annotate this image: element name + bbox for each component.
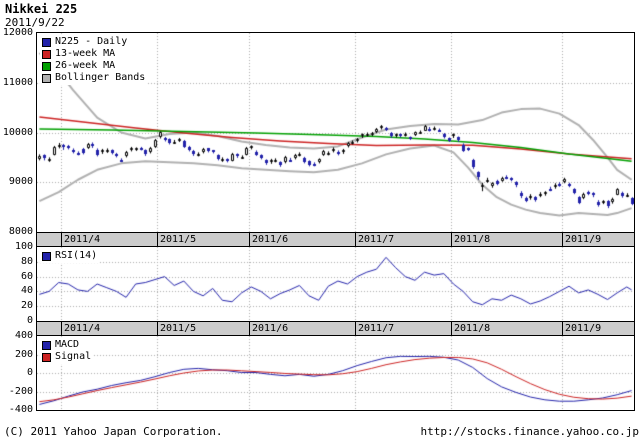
- page-title: Nikkei 225: [5, 2, 78, 16]
- y-axis-label: 12000: [2, 27, 33, 38]
- legend-item: RSI(14): [42, 250, 97, 262]
- x-axis-band-upper: 2011/4 2011/5 2011/6 2011/7 2011/8 2011/9: [36, 233, 635, 246]
- month-label: 2011/9: [565, 234, 602, 245]
- y-axis-label: 40: [20, 285, 33, 297]
- legend-item: Bollinger Bands: [42, 72, 145, 84]
- copyright-text: (C) 2011 Yahoo Japan Corporation.: [4, 425, 223, 438]
- y-axis-label: 0: [26, 315, 33, 326]
- month-label: 2011/4: [64, 323, 101, 334]
- month-tick: [61, 322, 62, 335]
- month-label: 2011/4: [64, 234, 101, 245]
- month-tick: [355, 322, 356, 335]
- macd-chart-canvas: [37, 336, 634, 410]
- y-axis-label: 400: [14, 330, 33, 341]
- legend-label: 13-week MA: [55, 48, 116, 59]
- legend-item: 13-week MA: [42, 48, 145, 60]
- legend-swatch-icon: [42, 37, 51, 47]
- legend-item: MACD: [42, 339, 91, 351]
- y-axis-label: -400: [8, 404, 33, 415]
- month-tick: [451, 322, 452, 335]
- y-axis-label: 200: [14, 348, 33, 360]
- y-axis-label: 20: [20, 300, 33, 312]
- y-axis-label: 11000: [2, 76, 33, 88]
- y-axis-label: 9000: [8, 176, 33, 188]
- month-label: 2011/8: [454, 234, 491, 245]
- y-axis-label: -200: [8, 385, 33, 397]
- legend-label: 26-week MA: [55, 60, 116, 71]
- month-label: 2011/7: [358, 234, 395, 245]
- month-label: 2011/5: [160, 323, 197, 334]
- legend-label: Signal: [55, 351, 92, 362]
- month-tick: [61, 233, 62, 246]
- legend-swatch-icon: [42, 340, 51, 350]
- legend-label: RSI(14): [55, 250, 98, 261]
- rsi-chart-legend: RSI(14): [40, 249, 100, 263]
- month-tick: [249, 233, 250, 246]
- legend-label: MACD: [55, 339, 80, 350]
- month-tick: [451, 233, 452, 246]
- quote-date: 2011/9/22: [5, 16, 65, 29]
- x-axis-band-lower: 2011/4 2011/5 2011/6 2011/7 2011/8 2011/9: [36, 322, 635, 335]
- month-tick: [562, 233, 563, 246]
- legend-swatch-icon: [42, 251, 51, 261]
- y-axis-label: 100: [14, 241, 33, 252]
- macd-chart-legend: MACD Signal: [40, 338, 94, 364]
- legend-item: 26-week MA: [42, 60, 145, 72]
- legend-label: Bollinger Bands: [55, 72, 146, 83]
- month-tick: [157, 233, 158, 246]
- month-label: 2011/5: [160, 234, 197, 245]
- y-axis-label: 80: [20, 255, 33, 267]
- y-axis-label: 10000: [2, 126, 33, 138]
- rsi-chart: [36, 246, 635, 322]
- month-label: 2011/7: [358, 323, 395, 334]
- month-label: 2011/9: [565, 323, 602, 334]
- month-tick: [355, 233, 356, 246]
- legend-swatch-icon: [42, 61, 51, 71]
- legend-swatch-icon: [42, 49, 51, 59]
- rsi-chart-canvas: [37, 247, 634, 321]
- price-chart-legend: N225 - Daily 13-week MA 26-week MA Bollinge…: [40, 35, 148, 85]
- y-axis-label: 8000: [8, 226, 33, 237]
- legend-label: N225 - Daily: [55, 36, 128, 47]
- y-axis-label: 0: [26, 367, 33, 378]
- month-tick: [562, 322, 563, 335]
- month-tick: [249, 322, 250, 335]
- legend-item: Signal: [42, 351, 91, 363]
- legend-item: N225 - Daily: [42, 36, 145, 48]
- month-label: 2011/8: [454, 323, 491, 334]
- legend-swatch-icon: [42, 73, 51, 83]
- month-tick: [157, 322, 158, 335]
- legend-swatch-icon: [42, 352, 51, 362]
- source-url: http://stocks.finance.yahoo.co.jp: [420, 425, 639, 438]
- y-axis-label: 60: [20, 270, 33, 282]
- macd-chart: [36, 335, 635, 411]
- month-label: 2011/6: [252, 234, 289, 245]
- month-label: 2011/6: [252, 323, 289, 334]
